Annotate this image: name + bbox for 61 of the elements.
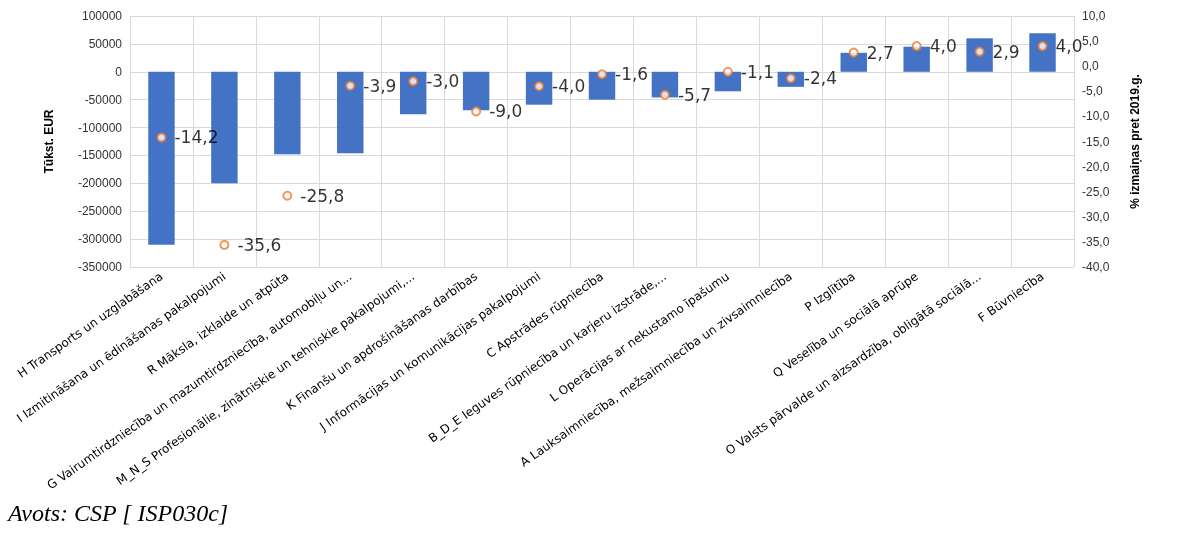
y2-tick-label: -10,0	[1082, 109, 1110, 124]
y2-tick-label: -30,0	[1082, 209, 1110, 224]
bar	[903, 46, 930, 72]
y2-tick-label: 0,0	[1082, 59, 1100, 74]
y2-axis-title: % izmaiņas pret 2019.g.	[1128, 74, 1142, 209]
y2-tick-label: -25,0	[1082, 184, 1110, 199]
data-label: 2,7	[866, 42, 894, 63]
bar	[525, 71, 553, 105]
y-tick-label: -200000	[77, 176, 123, 191]
point	[597, 69, 607, 80]
data-label: -2,4	[803, 68, 837, 89]
bar	[399, 71, 427, 115]
data-label: -35,6	[237, 234, 282, 255]
text: Avots: CSP [ ISP030c]	[8, 500, 229, 527]
point	[219, 239, 230, 250]
y-tick-label: -250000	[77, 204, 123, 219]
point	[1037, 41, 1048, 52]
bar	[337, 71, 364, 154]
y-tick-label: 50000	[88, 36, 123, 51]
bar	[462, 71, 490, 111]
data-label: 2,9	[992, 41, 1020, 62]
point	[471, 106, 482, 117]
data-label: -1,1	[740, 61, 775, 82]
point	[345, 80, 356, 91]
data-label: -9,0	[489, 101, 523, 122]
bar	[274, 71, 301, 155]
point	[659, 89, 670, 100]
y2-tick-label: -5,0	[1082, 84, 1103, 99]
y-tick-label: -50000	[84, 92, 123, 107]
y-tick-label: 100000	[81, 9, 123, 23]
y2-tick-label: -35,0	[1082, 234, 1110, 249]
bar	[1029, 33, 1056, 72]
y2-tick-label: 5,0	[1082, 34, 1100, 49]
point	[722, 66, 733, 77]
data-label: 4,0	[1055, 36, 1083, 57]
data-label: 4,0	[929, 36, 957, 57]
bar	[148, 71, 175, 245]
data-label: -4,0	[552, 76, 586, 97]
data-label: -25,8	[300, 185, 345, 206]
y-axis-title: Tūkst. EUR	[42, 109, 56, 174]
bar	[966, 38, 993, 72]
bar	[840, 52, 867, 72]
point	[156, 132, 167, 143]
y-tick-label: -100000	[77, 120, 123, 135]
bar	[588, 71, 616, 100]
point	[911, 41, 922, 52]
data-label: -1,6	[615, 64, 649, 85]
y2-tick-label: -20,0	[1082, 159, 1110, 174]
point	[408, 76, 419, 87]
data-label: -3,9	[363, 75, 397, 96]
data-label: -3,0	[426, 71, 460, 92]
y-tick-label: -150000	[77, 148, 123, 163]
data-label: -5,7	[677, 84, 712, 105]
y2-tick-label: -40,0	[1082, 260, 1110, 274]
y-tick-label: 0	[115, 64, 123, 79]
y2-tick-label: 10,0	[1082, 9, 1106, 23]
y-tick-label: -300000	[77, 232, 123, 247]
y2-tick-label: -15,0	[1082, 134, 1110, 149]
point	[282, 190, 293, 201]
y-tick-label: -350000	[77, 260, 123, 274]
point	[848, 47, 859, 58]
